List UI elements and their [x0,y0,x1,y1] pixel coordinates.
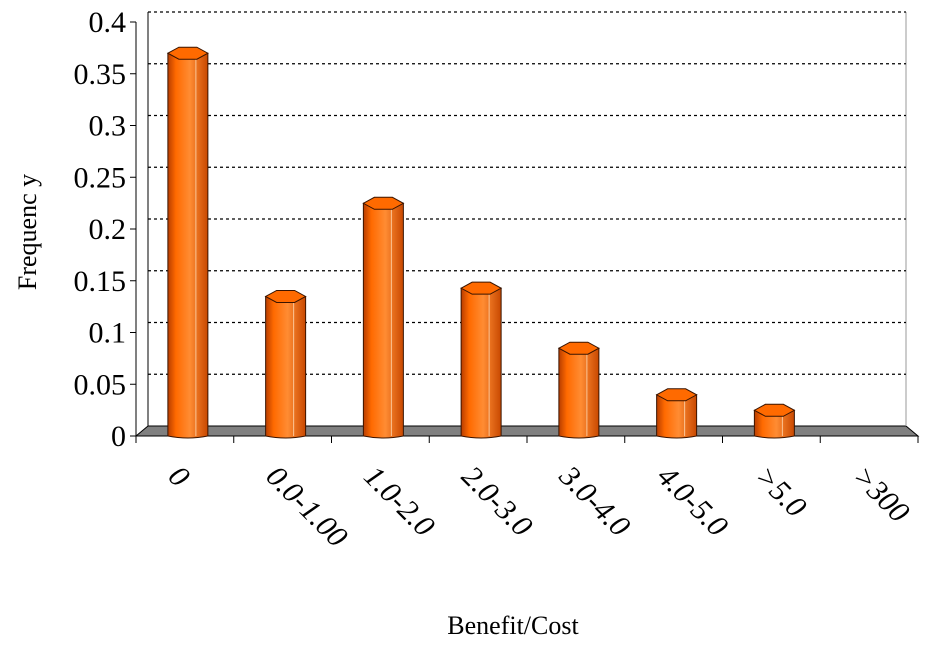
y-tick-label: 0.3 [89,110,127,143]
x-axis-ticks [135,436,919,443]
y-axis-title: Frequenc y [13,174,42,290]
y-tick-label: 0.05 [74,368,127,401]
x-axis-title: Benefit/Cost [447,611,579,640]
x-category-label: 0 [162,460,196,494]
x-category-label: 0.0-1.00 [260,460,354,554]
bar [264,289,307,439]
x-category-label: 4.0-5.0 [651,460,734,543]
x-category-label: 3.0-4.0 [552,459,636,543]
chart-floor [134,425,920,437]
x-category-label: 1.0-2.0 [357,460,440,543]
y-axis-ticks: 0 0.05 0.1 0.15 0.2 0.25 0.3 0.35 0.4 [74,6,136,453]
gridlines [148,11,906,375]
bars [166,46,796,439]
bar [557,341,600,439]
bar [362,196,405,439]
y-tick-label: 0.4 [89,6,127,39]
y-tick-label: 0.35 [74,58,127,91]
bar [460,281,503,439]
category-labels: 0 0.0-1.00 1.0-2.0 2.0-3.0 3.0-4.0 4.0-5.0 >5.… [162,459,916,554]
x-category-label: >300 [846,460,915,529]
x-category-label: 2.0-3.0 [455,460,538,543]
bar [655,388,698,439]
y-tick-label: 0.15 [74,265,127,298]
y-tick-label: 0.2 [89,213,127,246]
x-category-label: >5.0 [748,460,812,524]
bar [753,403,796,439]
y-tick-label: 0.25 [74,161,127,194]
bar [166,46,209,439]
y-tick-label: 0.1 [89,317,127,350]
y-tick-label: 0 [111,420,126,453]
